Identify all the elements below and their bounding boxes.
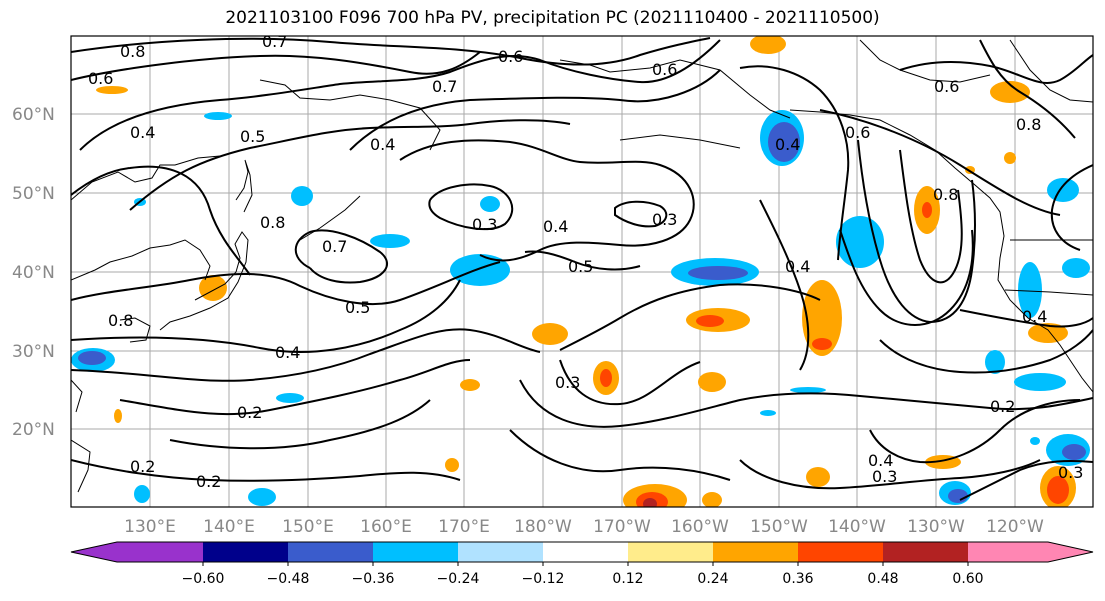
colorbar-extend-max <box>1048 542 1093 562</box>
contour-label: 0.5 <box>345 298 370 317</box>
contour-label: 0.8 <box>108 311 133 330</box>
contour-label: 0.3 <box>1058 463 1083 482</box>
map-title: 2021103100 F096 700 hPa PV, precipitatio… <box>225 8 880 28</box>
contour-label: 0.5 <box>240 127 265 146</box>
colorbar-tick-label: −0.48 <box>267 571 310 587</box>
latitude-labels: 60°N 50°N 40°N 30°N 20°N <box>12 105 55 440</box>
lon-label: 140°W <box>828 517 886 537</box>
map-border <box>70 35 1094 508</box>
colorbar-segment <box>798 542 883 562</box>
lon-label: 140°E <box>203 517 255 537</box>
graticule <box>71 36 1093 507</box>
contour-label: 0.3 <box>652 210 677 229</box>
colorbar-tick-label: 0.36 <box>782 571 813 587</box>
contour-label: 0.6 <box>934 77 959 96</box>
colorbar-segment <box>713 542 798 562</box>
pv-contours <box>71 37 1093 501</box>
lon-label: 150°W <box>750 517 808 537</box>
lon-label: 150°E <box>282 517 334 537</box>
contour-label: 0.4 <box>785 257 810 276</box>
colorbar: −0.60 −0.48 −0.36 −0.24 −0.12 0.12 0.24 … <box>70 541 1094 587</box>
colorbar-segment <box>628 542 713 562</box>
colorbar-tick-label: −0.12 <box>522 571 565 587</box>
contour-label: 0.5 <box>568 257 593 276</box>
lon-label: 130°E <box>124 517 176 537</box>
lon-label: 160°W <box>671 517 729 537</box>
colorbar-tick-label: −0.36 <box>352 571 395 587</box>
colorbar-tick-label: −0.60 <box>182 571 225 587</box>
lat-label: 60°N <box>12 105 55 125</box>
contour-label: 0.8 <box>933 185 958 204</box>
lon-label: 170°E <box>438 517 490 537</box>
contour-label: 0.8 <box>260 213 285 232</box>
lon-label: 130°W <box>907 517 965 537</box>
contour-label: 0.3 <box>872 467 897 486</box>
colorbar-segment <box>288 542 373 562</box>
contour-label: 0.4 <box>1022 307 1047 326</box>
colorbar-tick-label: 0.24 <box>697 571 728 587</box>
lat-label: 20°N <box>12 420 55 440</box>
colorbar-segment <box>458 542 543 562</box>
colorbar-segment <box>968 542 1048 562</box>
contour-label: 0.4 <box>275 343 300 362</box>
contour-label: 0.8 <box>120 42 145 61</box>
lat-label: 40°N <box>12 263 55 283</box>
lon-label: 180°W <box>514 517 572 537</box>
contour-label: 0.7 <box>262 32 287 51</box>
precipitation-shading <box>71 36 1090 507</box>
contour-label: 0.4 <box>130 123 155 142</box>
contour-label: 0.7 <box>432 77 457 96</box>
lat-label: 30°N <box>12 342 55 362</box>
lon-label: 170°W <box>593 517 651 537</box>
colorbar-tick-label: 0.12 <box>612 571 643 587</box>
lat-label: 50°N <box>12 184 55 204</box>
contour-label: 0.2 <box>130 457 155 476</box>
colorbar-segment <box>203 542 288 562</box>
colorbar-segment <box>543 542 628 562</box>
colorbar-tick-label: 0.60 <box>952 571 983 587</box>
contour-label: 0.6 <box>845 123 870 142</box>
lon-label: 120°W <box>986 517 1044 537</box>
lon-label: 160°E <box>360 517 412 537</box>
contour-label: 0.6 <box>652 60 677 79</box>
contour-label: 0.7 <box>322 237 347 256</box>
contour-label: 0.4 <box>370 135 395 154</box>
contour-label: 0.6 <box>88 69 113 88</box>
contour-label: 0.2 <box>196 472 221 491</box>
contour-label: 0.2 <box>990 397 1015 416</box>
colorbar-outline <box>70 541 1094 563</box>
contour-labels: 0.8 0.7 0.6 0.6 0.4 0.5 0.4 0.7 0.6 0.6 … <box>88 32 1083 491</box>
contour-label: 0.2 <box>237 403 262 422</box>
colorbar-tick-label: −0.24 <box>437 571 480 587</box>
colorbar-segment <box>117 542 203 562</box>
contour-label: 0.6 <box>498 47 523 66</box>
contour-label: 0.4 <box>543 217 568 236</box>
contour-label: 0.8 <box>1016 115 1041 134</box>
contour-label: 0.3 <box>472 215 497 234</box>
longitude-labels: 130°E 140°E 150°E 160°E 170°E 180°W 170°… <box>124 517 1044 537</box>
colorbar-segment <box>373 542 458 562</box>
contour-label: 0.4 <box>868 451 893 470</box>
contour-label: 0.3 <box>555 373 580 392</box>
colorbar-tick-label: 0.48 <box>867 571 898 587</box>
contour-label: 0.4 <box>775 135 800 154</box>
colorbar-extend-min <box>71 542 117 562</box>
coastlines <box>71 39 1093 493</box>
colorbar-segment <box>883 542 968 562</box>
